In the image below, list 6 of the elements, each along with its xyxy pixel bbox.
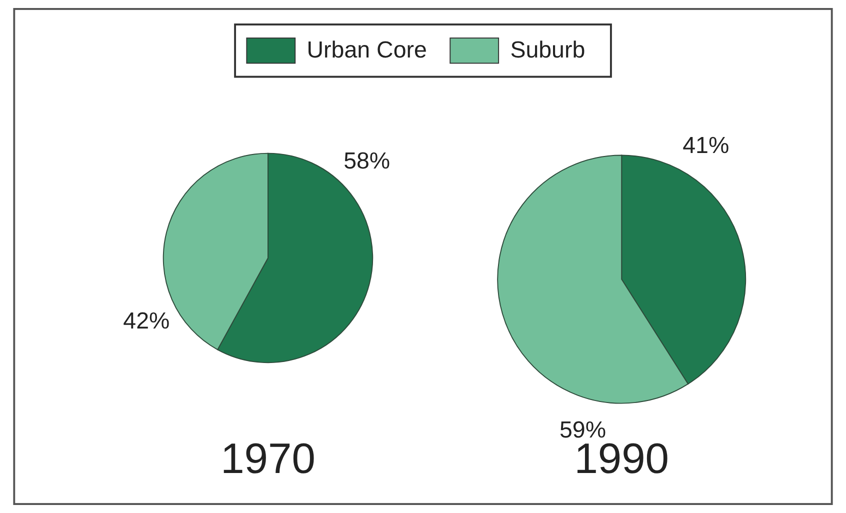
data-label: 42% — [123, 308, 170, 334]
data-label: 58% — [344, 147, 390, 174]
legend-label: Urban Core — [306, 36, 427, 63]
data-label: 41% — [682, 132, 730, 158]
slice-label: 1970 — [220, 435, 316, 484]
legend-label: Suburb — [510, 36, 586, 63]
